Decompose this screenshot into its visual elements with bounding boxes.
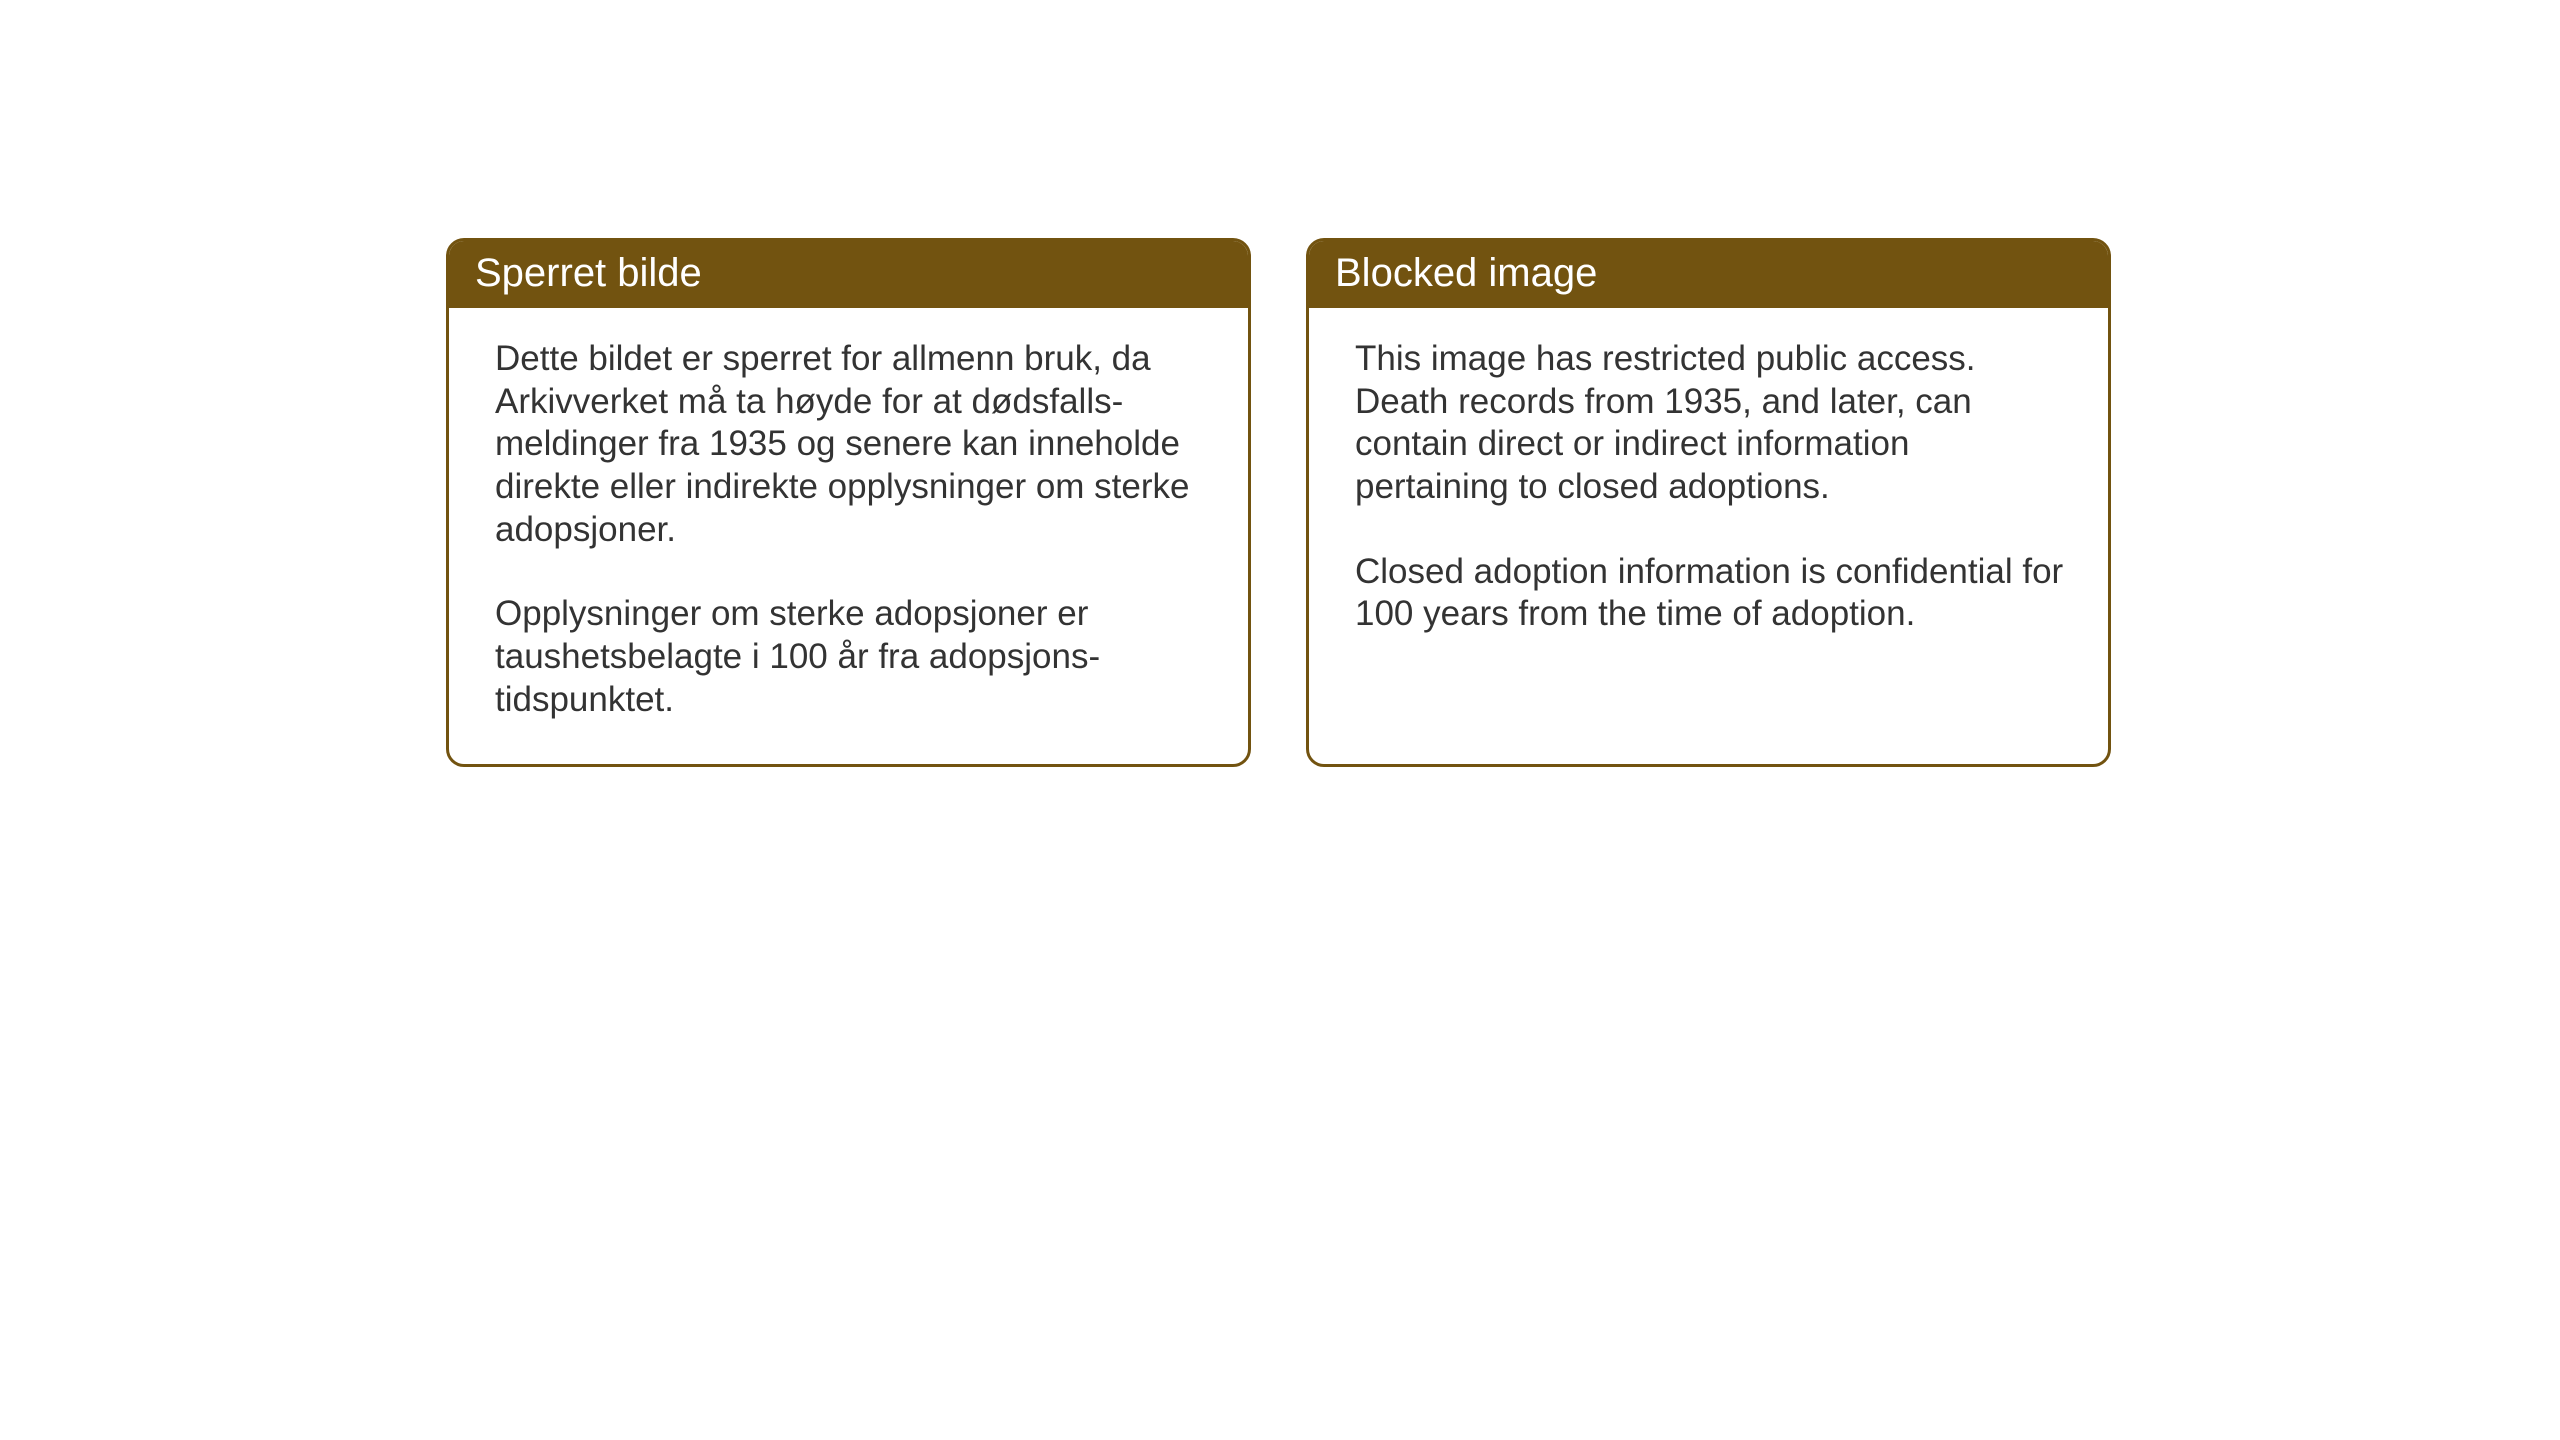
card-paragraph-1-norwegian: Dette bildet er sperret for allmenn bruk… xyxy=(495,338,1208,551)
card-paragraph-2-english: Closed adoption information is confident… xyxy=(1355,551,2068,636)
card-title-norwegian: Sperret bilde xyxy=(475,251,702,295)
card-body-english: This image has restricted public access.… xyxy=(1309,308,2108,678)
notice-card-norwegian: Sperret bilde Dette bildet er sperret fo… xyxy=(446,238,1251,767)
card-title-english: Blocked image xyxy=(1335,251,1597,295)
card-body-norwegian: Dette bildet er sperret for allmenn bruk… xyxy=(449,308,1248,764)
card-header-english: Blocked image xyxy=(1309,241,2108,308)
card-paragraph-2-norwegian: Opplysninger om sterke adopsjoner er tau… xyxy=(495,593,1208,721)
card-paragraph-1-english: This image has restricted public access.… xyxy=(1355,338,2068,509)
card-header-norwegian: Sperret bilde xyxy=(449,241,1248,308)
notice-cards-container: Sperret bilde Dette bildet er sperret fo… xyxy=(446,238,2111,767)
notice-card-english: Blocked image This image has restricted … xyxy=(1306,238,2111,767)
